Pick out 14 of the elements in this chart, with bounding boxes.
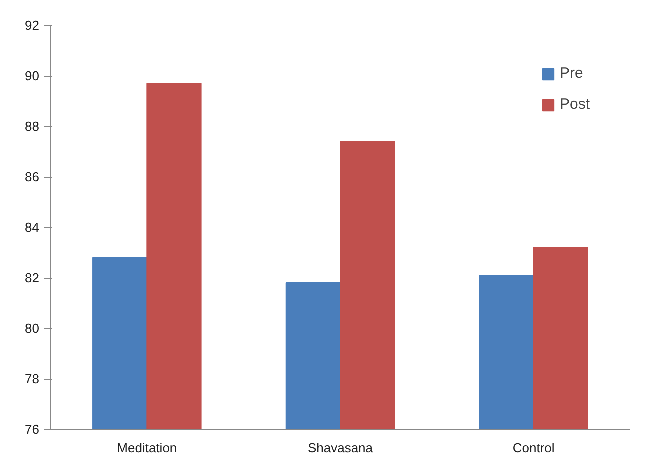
y-tick-label: 88 — [25, 119, 40, 134]
x-tick-label: Control — [512, 440, 555, 456]
x-tick-label: Meditation — [117, 440, 178, 456]
y-tick-label: 92 — [25, 18, 40, 33]
legend-label: Post — [560, 96, 590, 113]
x-tick-label: Shavasana — [308, 440, 374, 456]
legend-label: Pre — [560, 65, 584, 82]
y-tick-label: 78 — [25, 372, 40, 386]
y-tick-label: 90 — [25, 68, 40, 84]
y-tick-label: 84 — [25, 220, 40, 235]
y-tick-label: 86 — [25, 170, 40, 184]
y-tick-label: 76 — [25, 422, 40, 437]
y-tick-label: 80 — [25, 321, 40, 336]
y-tick-label: 82 — [25, 270, 40, 286]
